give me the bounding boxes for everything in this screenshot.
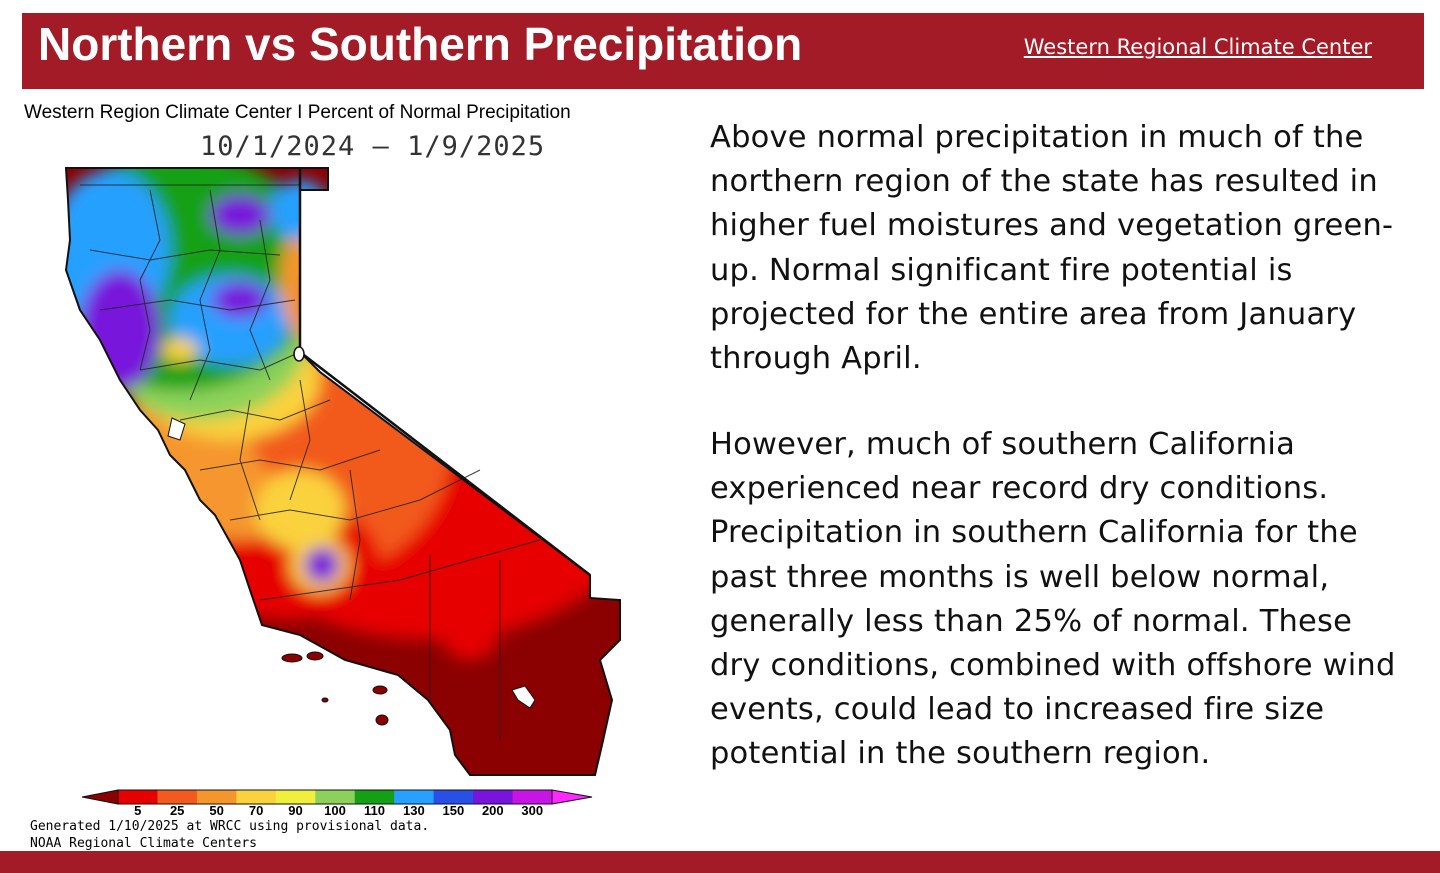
paragraph-north: Above normal precipitation in much of th…: [710, 120, 1394, 377]
channel-islands: [281, 651, 389, 726]
legend-swatch: [473, 790, 514, 804]
paragraph-south: However, much of southern California exp…: [710, 427, 1396, 772]
title-bar: Northern vs Southern Precipitation Weste…: [22, 13, 1424, 89]
legend-swatch: [354, 790, 395, 804]
lake-tahoe: [293, 346, 305, 362]
county-boundaries: [80, 184, 541, 740]
legend-tick-label: 300: [521, 803, 543, 818]
legend-tick-label: 200: [482, 803, 504, 818]
map-date-range: 10/1/2024 – 1/9/2025: [200, 131, 546, 162]
footer-bar: [0, 851, 1440, 873]
legend-tick-label: 70: [249, 803, 263, 818]
source-link[interactable]: Western Regional Climate Center: [1023, 35, 1372, 59]
legend-tick-label: 5: [134, 803, 141, 818]
bay-area: [167, 417, 186, 441]
precipitation-map: 5 25 50 70 90 100 110 130 150 200 300: [64, 167, 621, 818]
legend-swatch: [512, 790, 553, 804]
legend-colorbar: [81, 789, 593, 805]
legend-swatch: [157, 790, 198, 804]
map-note-org: NOAA Regional Climate Centers: [30, 836, 257, 851]
legend-swatch: [315, 790, 356, 804]
legend-tick-label: 50: [209, 803, 223, 818]
legend-tick-label: 90: [288, 803, 302, 818]
legend-tick-label: 100: [324, 803, 346, 818]
page-title: Northern vs Southern Precipitation: [38, 18, 803, 70]
legend-tick-labels: 5 25 50 70 90 100 110 130 150 200 300: [134, 803, 543, 818]
legend-tick-label: 130: [403, 803, 425, 818]
salton-sea: [511, 685, 536, 709]
legend-swatch: [118, 790, 158, 804]
legend-swatch: [236, 790, 277, 804]
map-heading: Western Region Climate Center I Percent …: [24, 102, 571, 123]
legend-swatch: [433, 790, 474, 804]
legend-swatch: [275, 790, 316, 804]
map-note-generated: Generated 1/10/2025 at WRCC using provis…: [30, 819, 430, 834]
legend-tick-label: 25: [170, 803, 184, 818]
legend-tick-label: 110: [364, 803, 385, 818]
legend-swatch: [394, 790, 435, 804]
legend-swatch: [196, 790, 237, 804]
legend-tick-label: 150: [443, 803, 465, 818]
